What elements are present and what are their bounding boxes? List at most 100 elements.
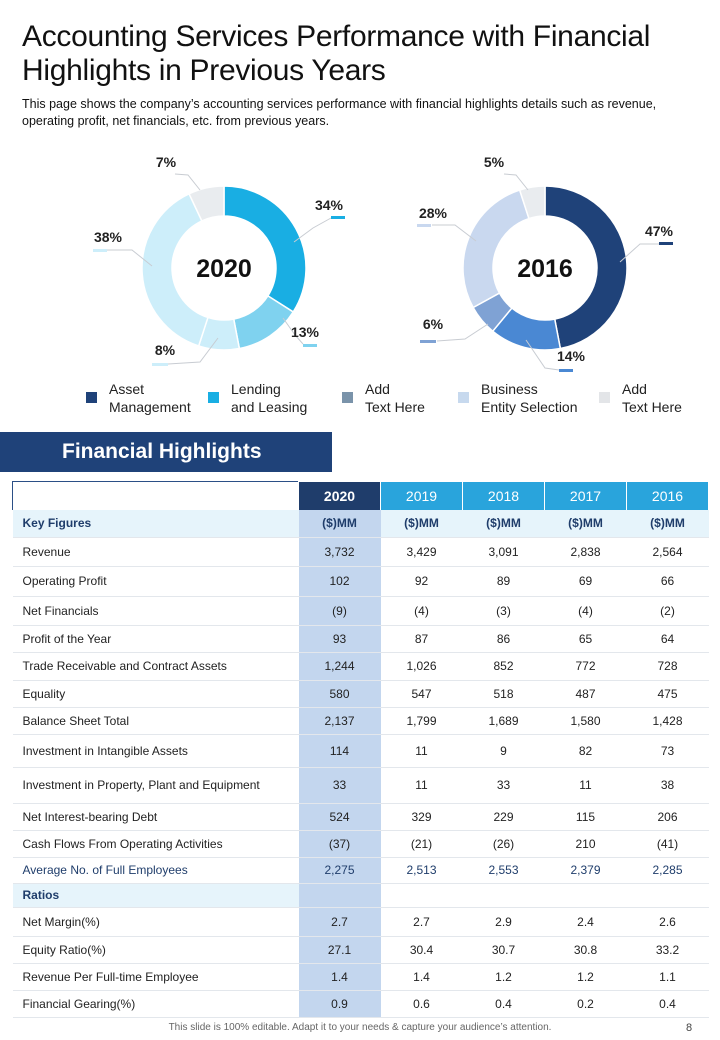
slice-percent-label: 47% — [645, 223, 674, 239]
table-cell: 852 — [462, 652, 545, 681]
slice-percent-label: 28% — [419, 205, 448, 221]
table-cell: (4) — [544, 596, 627, 626]
row-label: Investment in Property, Plant and Equipm… — [12, 767, 299, 804]
table-cell: 11 — [380, 767, 463, 804]
table-cell: 2,838 — [544, 537, 627, 567]
table-row: Investment in Intangible Assets 114 11 9 82 7… — [12, 734, 709, 768]
slice-percent-label: 34% — [315, 197, 344, 213]
table-cell: 1,428 — [626, 707, 709, 735]
table-row: Cash Flows From Operating Activities (37)… — [12, 830, 709, 858]
leader-line — [293, 217, 332, 243]
legend-label: Business Entity Selection — [481, 381, 578, 415]
table-cell: 2.7 — [298, 907, 381, 937]
leader-line — [525, 339, 560, 371]
table-cell: 30.8 — [544, 936, 627, 964]
row-label: Cash Flows From Operating Activities — [12, 830, 299, 858]
table-cell: 1,244 — [298, 652, 381, 681]
legend-label: Add Text Here — [622, 381, 682, 415]
table-cell: ($)MM — [380, 510, 463, 538]
legend-item: Asset Management — [86, 380, 191, 416]
ratio-row: Revenue Per Full-time Employee 1.4 1.4 1.2 1… — [12, 963, 709, 991]
table-cell: 33.2 — [626, 936, 709, 964]
row-label: Net Margin(%) — [12, 907, 299, 937]
table-cell — [626, 883, 709, 908]
table-cell: 2,285 — [626, 856, 709, 884]
row-label: Revenue Per Full-time Employee — [12, 963, 299, 991]
ratio-row: Financial Gearing(%) 0.9 0.6 0.4 0.2 0.4 — [12, 990, 709, 1018]
table-row: Equality 580 547 518 487 475 — [12, 680, 709, 708]
table-cell: 3,732 — [298, 537, 381, 567]
row-label: Equity Ratio(%) — [12, 936, 299, 964]
table-cell: 3,429 — [380, 537, 463, 567]
table-cell: 66 — [626, 566, 709, 597]
financial-highlights-table-wrapper: 2020 2019 2018 2017 2016 Key Figures ($)MM ($)… — [12, 481, 709, 1018]
table-cell: 33 — [462, 767, 545, 804]
table-cell: 1.4 — [298, 963, 381, 991]
table-cell: 1.4 — [380, 963, 463, 991]
table-cell: 2,137 — [298, 707, 381, 735]
table-row: Investment in Property, Plant and Equipm… — [12, 767, 709, 804]
label-marker — [420, 340, 436, 343]
table-cell: 206 — [626, 803, 709, 831]
table-cell: (41) — [626, 830, 709, 858]
row-label: Net Interest-bearing Debt — [12, 803, 299, 831]
table-cell: (9) — [298, 596, 381, 626]
row-label: Net Financials — [12, 596, 299, 626]
table-cell: ($)MM — [298, 510, 381, 538]
year-header-2019: 2019 — [380, 481, 463, 510]
table-cell: 89 — [462, 566, 545, 597]
leader-line — [167, 337, 219, 365]
donut-slice-2016-3 — [462, 189, 530, 309]
donut-center-year: 2020 — [196, 255, 252, 283]
table-cell: 3,091 — [462, 537, 545, 567]
donut-center-year: 2016 — [517, 255, 573, 283]
row-label: Balance Sheet Total — [12, 707, 299, 735]
table-cell: 1.2 — [544, 963, 627, 991]
row-label: Profit of the Year — [12, 625, 299, 653]
leader-line — [282, 317, 304, 345]
table-cell: 1,580 — [544, 707, 627, 735]
table-cell: ($)MM — [462, 510, 545, 538]
table-cell: 728 — [626, 652, 709, 681]
leader-line — [436, 323, 489, 342]
table-row: Balance Sheet Total 2,137 1,799 1,689 1,580 1… — [12, 707, 709, 735]
table-cell: 772 — [544, 652, 627, 681]
table-cell: 2.6 — [626, 907, 709, 937]
table-cell: 11 — [380, 734, 463, 768]
legend-label: Lending and Leasing — [231, 381, 308, 415]
table-cell: 329 — [380, 803, 463, 831]
table-cell: 2.4 — [544, 907, 627, 937]
table-cell: (2) — [626, 596, 709, 626]
row-label: Revenue — [12, 537, 299, 567]
table-cell: 0.6 — [380, 990, 463, 1018]
table-row: Revenue 3,732 3,429 3,091 2,838 2,564 — [12, 537, 709, 567]
table-cell: 2.7 — [380, 907, 463, 937]
year-header-2018: 2018 — [462, 481, 545, 510]
table-cell: 30.4 — [380, 936, 463, 964]
table-cell: 92 — [380, 566, 463, 597]
slice-percent-label: 14% — [557, 348, 586, 364]
label-marker — [559, 369, 573, 372]
table-cell: 0.4 — [462, 990, 545, 1018]
table-cell: 11 — [544, 767, 627, 804]
year-header-2017: 2017 — [544, 481, 627, 510]
footer-note: This slide is 100% editable. Adapt it to… — [168, 1022, 552, 1033]
row-label: Financial Gearing(%) — [12, 990, 299, 1018]
table-cell: (4) — [380, 596, 463, 626]
slice-percent-label: 6% — [423, 316, 444, 332]
table-cell: 2,379 — [544, 856, 627, 884]
ratio-row: Equity Ratio(%) 27.1 30.4 30.7 30.8 33.2 — [12, 936, 709, 964]
slice-percent-label: 7% — [156, 154, 177, 170]
table-cell: 93 — [298, 625, 381, 653]
page-title: Accounting Services Performance with Fin… — [22, 20, 651, 87]
table-cell: 102 — [298, 566, 381, 597]
table-row: Profit of the Year 93 87 86 65 64 — [12, 625, 709, 653]
table-row: Net Financials (9) (4) (3) (4) (2) — [12, 596, 709, 626]
label-marker — [152, 363, 168, 366]
table-cell: 518 — [462, 680, 545, 708]
table-cell: 114 — [298, 734, 381, 768]
year-header-2020: 2020 — [298, 481, 381, 510]
table-cell: 1,689 — [462, 707, 545, 735]
ratios-row: Ratios — [12, 883, 709, 908]
table-row: Net Interest-bearing Debt 524 329 229 115 206 — [12, 803, 709, 831]
